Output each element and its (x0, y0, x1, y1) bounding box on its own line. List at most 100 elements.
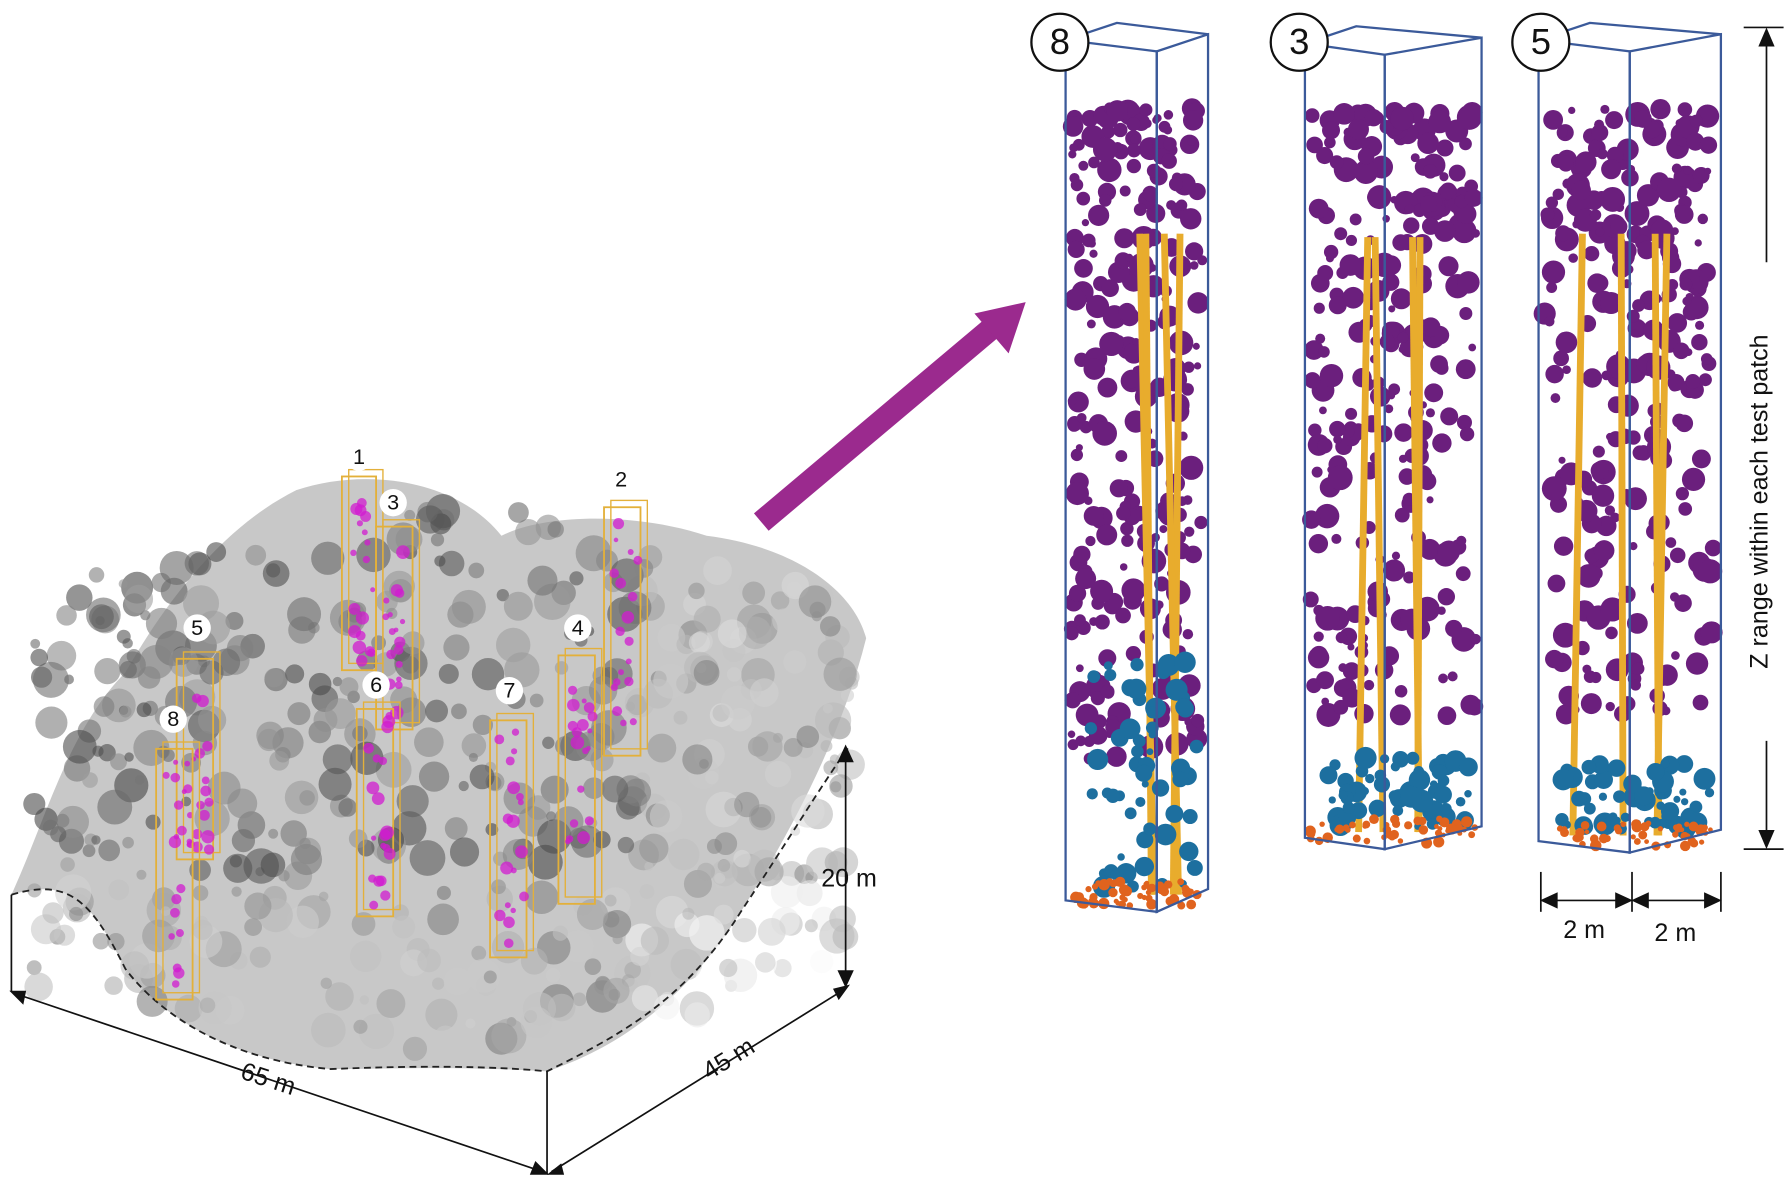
canopy-clump (786, 581, 802, 597)
crown-points (1193, 343, 1200, 350)
patch-points (396, 545, 410, 559)
crown-points (1147, 164, 1161, 178)
ground-points (1585, 830, 1590, 835)
patch-label: 7 (503, 678, 515, 703)
canopy-clump (696, 966, 724, 994)
canopy-clump (311, 1013, 346, 1048)
canopy-clump (227, 789, 257, 819)
crown-points (1456, 359, 1476, 379)
crown-points (1582, 665, 1591, 674)
crown-points (1700, 137, 1717, 154)
patch-frame (1305, 26, 1482, 43)
crown-points (1320, 364, 1343, 387)
canopy-clump (432, 977, 444, 989)
crown-points (1545, 650, 1563, 668)
patch-points (380, 890, 390, 900)
canopy-clump (443, 634, 469, 660)
canopy-clump (300, 838, 311, 849)
canopy-clump (618, 837, 634, 853)
crown-points (1364, 680, 1374, 690)
ground-points (1461, 816, 1472, 827)
crown-points (1568, 253, 1578, 263)
patch-points (183, 784, 192, 793)
crown-points (1318, 346, 1330, 358)
crown-points (1316, 671, 1334, 689)
patch-points (505, 902, 511, 908)
patch-points (376, 875, 387, 886)
ground-points (1388, 833, 1396, 841)
canopy-clump (452, 590, 486, 624)
canopy-clump (542, 737, 554, 749)
canopy-clump (605, 895, 617, 907)
crown-points (1309, 534, 1328, 553)
patch-points (173, 967, 184, 978)
patch-points (169, 836, 181, 848)
patch-label: 5 (191, 615, 203, 640)
ground-points (1114, 899, 1119, 904)
crown-points (1191, 714, 1204, 727)
crown-points (1683, 166, 1692, 175)
canopy-clump (444, 967, 472, 995)
patch-points (507, 781, 520, 794)
patch-points (500, 862, 513, 875)
canopy-clump (644, 862, 653, 871)
stem (1146, 234, 1152, 895)
crown-points (1087, 320, 1096, 329)
canopy-clump (160, 551, 194, 585)
crown-points (1169, 177, 1183, 191)
ground-points (1439, 817, 1449, 827)
crown-points (1438, 706, 1457, 725)
canopy-clump (569, 571, 583, 585)
patch-points (395, 588, 404, 597)
patch-points (512, 729, 519, 736)
patch-points (176, 884, 185, 893)
crown-points (1183, 629, 1193, 639)
patch-points (363, 556, 370, 563)
canopy-clump (508, 502, 529, 523)
canopy-clump (285, 781, 319, 815)
understory-points (1339, 791, 1348, 800)
ground-points (1098, 898, 1109, 909)
crown-points (1438, 674, 1448, 684)
crown-points (1101, 279, 1119, 297)
patch-label: 2 (615, 467, 627, 492)
ground-points (1146, 899, 1157, 910)
patch-points (192, 693, 202, 703)
stem (1573, 234, 1583, 836)
crown-points (1606, 702, 1615, 711)
crown-points (1328, 465, 1353, 490)
canopy-clump (199, 991, 232, 1024)
patch-points (612, 706, 622, 716)
canopy-clump (193, 885, 208, 900)
crown-points (1397, 332, 1408, 343)
crown-points (1427, 496, 1434, 503)
canopy-clump (765, 761, 791, 787)
ground-points (1419, 825, 1429, 835)
crown-points (1430, 355, 1448, 373)
canopy-clump (823, 760, 838, 775)
patch-points (510, 908, 515, 913)
ground-points (1614, 824, 1621, 831)
canopy-clump (504, 592, 533, 621)
crown-points (1321, 698, 1329, 706)
crown-points (1705, 540, 1722, 557)
crown-points (1330, 155, 1344, 169)
crown-points (1188, 138, 1196, 146)
crown-points (1090, 580, 1113, 603)
ground-points (1641, 823, 1648, 830)
crown-points (1695, 239, 1702, 246)
canopy-clump (427, 903, 459, 935)
crown-points (1179, 456, 1203, 480)
crown-points (1076, 704, 1099, 727)
patch-points (357, 520, 363, 526)
crown-points (1439, 172, 1448, 181)
canopy-clump (732, 918, 756, 942)
crown-points (1082, 234, 1096, 248)
canopy-clump (647, 734, 676, 763)
understory-points (1434, 786, 1452, 804)
zoom-arrow (761, 328, 991, 522)
crown-points (1390, 107, 1414, 131)
crown-points (1542, 260, 1565, 283)
canopy-clump (797, 725, 820, 748)
crown-points (1161, 153, 1177, 169)
